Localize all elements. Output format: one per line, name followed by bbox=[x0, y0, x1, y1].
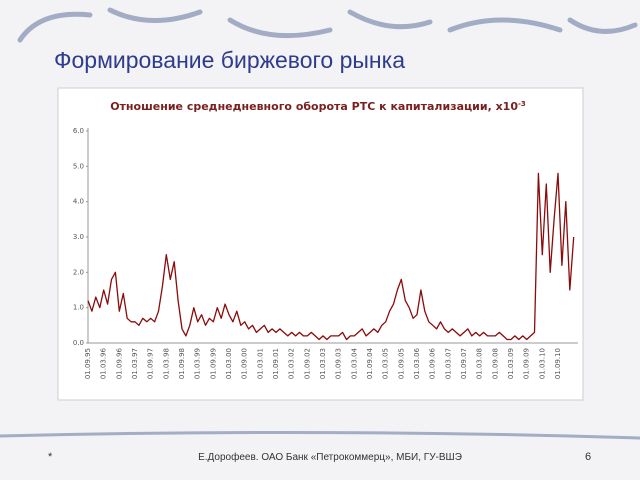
x-tick-label: 01.03.10 bbox=[538, 348, 546, 379]
x-tick-label: 01.09.98 bbox=[178, 348, 186, 379]
x-tick-label: 01.09.07 bbox=[460, 348, 468, 379]
slide-title: Формирование биржевого рынка bbox=[54, 47, 405, 73]
x-tick-label: 01.09.95 bbox=[84, 348, 92, 379]
footer-author: Е.Дорофеев. ОАО Банк «Петрокоммерц», МБИ… bbox=[198, 451, 462, 463]
x-tick-label: 01.03.08 bbox=[476, 348, 484, 379]
page-number: 6 bbox=[585, 451, 591, 463]
data-line bbox=[87, 172, 575, 341]
x-tick-label: 01.09.00 bbox=[241, 348, 249, 379]
x-tick-label: 01.03.99 bbox=[194, 348, 202, 379]
x-tick-label: 01.09.04 bbox=[366, 347, 374, 379]
y-tick-label: 2.0 bbox=[73, 268, 84, 276]
y-tick-label: 3.0 bbox=[73, 233, 84, 241]
x-tick-label: 01.03.03 bbox=[319, 348, 327, 379]
x-tick-label: 01.03.02 bbox=[288, 348, 296, 379]
x-tick-label: 01.09.06 bbox=[429, 347, 437, 379]
x-tick-label: 01.03.06 bbox=[413, 347, 421, 379]
chart-title-exponent: -3 bbox=[518, 100, 526, 108]
x-tick-label: 01.03.05 bbox=[382, 348, 390, 379]
x-tick-label: 01.09.08 bbox=[491, 348, 499, 379]
x-tick-label: 01.03.04 bbox=[350, 347, 358, 379]
x-tick-label: 01.09.05 bbox=[397, 348, 405, 379]
x-tick-label: 01.09.09 bbox=[523, 348, 531, 379]
x-tick-label: 01.03.01 bbox=[256, 348, 264, 379]
x-tick-label: 01.09.10 bbox=[554, 348, 562, 379]
y-tick-label: 4.0 bbox=[73, 198, 84, 206]
chart-title: Отношение среднедневного оборота РТС к к… bbox=[110, 100, 526, 113]
x-tick-label: 01.09.97 bbox=[147, 348, 155, 379]
x-tick-label: 01.03.98 bbox=[162, 348, 170, 379]
y-tick-label: 0.0 bbox=[73, 339, 84, 347]
x-tick-label: 01.09.03 bbox=[335, 348, 343, 379]
x-tick-label: 01.09.02 bbox=[303, 348, 311, 379]
x-tick-label: 01.09.99 bbox=[209, 348, 217, 379]
x-tick-label: 01.03.96 bbox=[100, 347, 108, 379]
chart-title-text: Отношение среднедневного оборота РТС к к… bbox=[110, 100, 518, 113]
x-tick-label: 01.09.96 bbox=[115, 347, 123, 379]
chart-area bbox=[57, 87, 584, 401]
y-tick-label: 1.0 bbox=[73, 304, 84, 312]
x-tick-label: 01.03.07 bbox=[444, 348, 452, 379]
x-tick-label: 01.03.00 bbox=[225, 348, 233, 379]
decoration bbox=[0, 7, 640, 440]
footer-left: * bbox=[48, 451, 53, 463]
x-tick-label: 01.03.09 bbox=[507, 348, 515, 379]
y-tick-label: 5.0 bbox=[73, 162, 84, 170]
x-tick-label: 01.09.01 bbox=[272, 348, 280, 379]
y-tick-label: 6.0 bbox=[73, 127, 84, 135]
x-tick-label: 01.03.97 bbox=[131, 348, 139, 379]
